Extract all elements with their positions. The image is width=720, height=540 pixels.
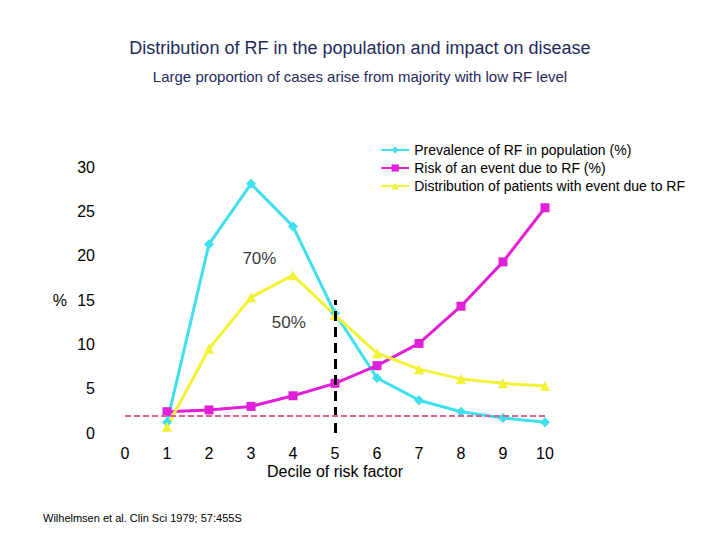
- svg-text:4: 4: [289, 445, 298, 462]
- svg-text:3: 3: [247, 445, 256, 462]
- svg-text:1: 1: [163, 445, 172, 462]
- svg-text:Wilhelmsen et al. Clin Sci 197: Wilhelmsen et al. Clin Sci 1979; 57:455S: [43, 512, 242, 524]
- svg-text:Distribution of RF in the popu: Distribution of RF in the population and…: [129, 38, 590, 58]
- svg-text:Large proportion of cases aris: Large proportion of cases arise from maj…: [153, 68, 567, 85]
- svg-text:Risk of an event due to RF (%): Risk of an event due to RF (%): [414, 160, 605, 176]
- svg-text:8: 8: [457, 445, 466, 462]
- svg-text:Prevalence of RF in population: Prevalence of RF in population (%): [414, 142, 631, 158]
- svg-text:9: 9: [499, 445, 508, 462]
- svg-text:Distribution of patients with: Distribution of patients with event due …: [414, 178, 685, 194]
- svg-text:50%: 50%: [272, 313, 306, 332]
- svg-text:70%: 70%: [242, 249, 276, 268]
- svg-text:20: 20: [77, 247, 95, 264]
- svg-text:10: 10: [77, 336, 95, 353]
- svg-text:10: 10: [536, 445, 554, 462]
- svg-text:7: 7: [415, 445, 424, 462]
- svg-text:%: %: [53, 292, 67, 309]
- svg-text:6: 6: [373, 445, 382, 462]
- svg-text:15: 15: [77, 292, 95, 309]
- svg-text:Decile of risk factor: Decile of risk factor: [267, 463, 404, 480]
- svg-text:0: 0: [121, 445, 130, 462]
- svg-text:5: 5: [331, 445, 340, 462]
- svg-text:0: 0: [86, 425, 95, 442]
- svg-text:2: 2: [205, 445, 214, 462]
- svg-text:30: 30: [77, 159, 95, 176]
- svg-text:25: 25: [77, 203, 95, 220]
- svg-text:5: 5: [86, 380, 95, 397]
